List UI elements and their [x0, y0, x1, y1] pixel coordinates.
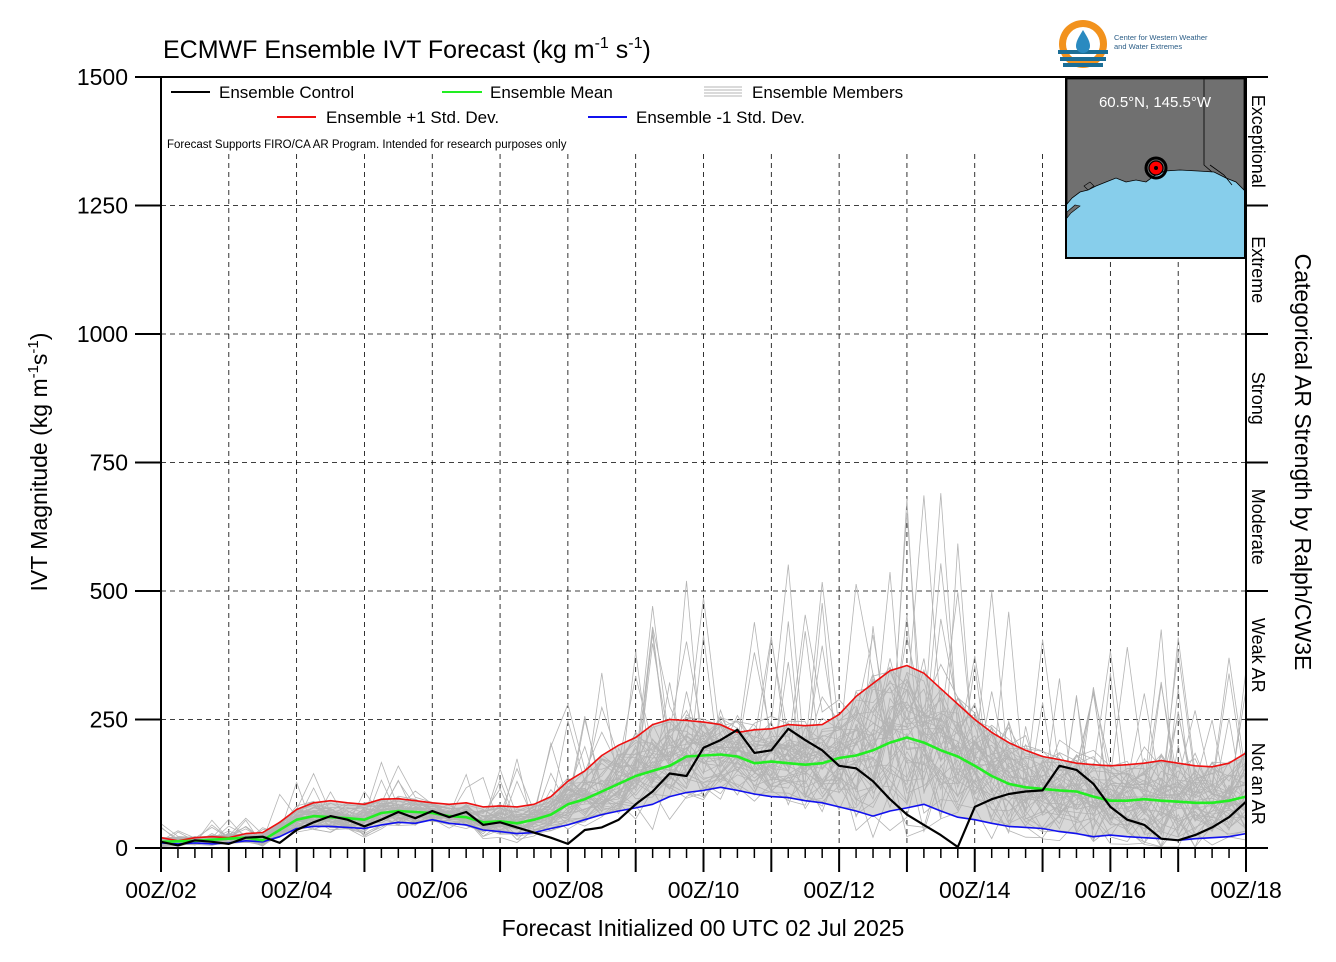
- cw3e-logo: Center for Western Weather and Water Ext…: [1058, 20, 1208, 68]
- y-tick-label: 1500: [77, 64, 128, 90]
- legend-swatch-members: [704, 86, 742, 97]
- legend-label-members: Ensemble Members: [752, 83, 903, 102]
- y-tick-label: 0: [115, 835, 128, 861]
- y-tick-label: 500: [90, 578, 128, 604]
- ensemble-member-line: [161, 563, 1246, 842]
- y-tick-label: 1000: [77, 321, 128, 347]
- svg-text:Center for Western Weather: Center for Western Weather: [1114, 33, 1208, 42]
- y-axis-label: IVT Magnitude (kg m-1s-1): [25, 333, 52, 592]
- category-label: Moderate: [1248, 489, 1268, 565]
- x-tick-label: 00Z/16: [1075, 877, 1147, 903]
- location-marker: [1144, 156, 1168, 180]
- ensemble-member-line: [161, 493, 1246, 842]
- x-axis-label: Forecast Initialized 00 UTC 02 Jul 2025: [502, 915, 905, 941]
- x-tick-label: 00Z/18: [1210, 877, 1282, 903]
- right-axis-label: Categorical AR Strength by Ralph/CW3E: [1290, 254, 1316, 671]
- category-label: Exceptional: [1248, 95, 1268, 188]
- legend-label-mean: Ensemble Mean: [490, 83, 613, 102]
- ensemble-member-line: [161, 682, 1246, 841]
- x-tick-label: 00Z/06: [396, 877, 468, 903]
- minus-std-line: [161, 786, 1246, 845]
- svg-text:and Water Extremes: and Water Extremes: [1114, 42, 1182, 51]
- inset-location-label: 60.5°N, 145.5°W: [1099, 94, 1212, 111]
- category-label: Extreme: [1248, 236, 1268, 303]
- y-axis: 0 250 500 750 1000 1250 1500: [77, 64, 161, 861]
- category-label: Not an AR: [1248, 743, 1268, 825]
- inset-map: 60.5°N, 145.5°W: [1065, 77, 1246, 259]
- ensemble-member-line: [161, 634, 1246, 847]
- y-tick-label: 250: [90, 707, 128, 733]
- chart-title: ECMWF Ensemble IVT Forecast (kg m-1 s-1): [163, 35, 651, 64]
- x-axis: 00Z/02 00Z/04 00Z/06 00Z/08 00Z/10 00Z/12 00Z/…: [125, 848, 1282, 903]
- legend-label-minus: Ensemble -1 Std. Dev.: [636, 108, 805, 127]
- y-tick-label: 1250: [77, 193, 128, 219]
- inset-land: [1066, 78, 1245, 206]
- x-tick-label: 00Z/10: [668, 877, 740, 903]
- ensemble-member-line: [161, 512, 1246, 846]
- y-tick-label: 750: [90, 450, 128, 476]
- x-tick-label: 00Z/14: [939, 877, 1011, 903]
- category-label: Weak AR: [1248, 618, 1268, 693]
- ensemble-member-line: [161, 662, 1246, 847]
- legend: Ensemble Control Ensemble Mean Ensemble …: [162, 78, 982, 151]
- legend-label-plus: Ensemble +1 Std. Dev.: [326, 108, 499, 127]
- x-tick-label: 00Z/12: [803, 877, 875, 903]
- x-tick-label: 00Z/08: [532, 877, 604, 903]
- category-label: Strong: [1248, 372, 1268, 425]
- ensemble-member-line: [161, 606, 1246, 844]
- series-lines: [161, 664, 1246, 848]
- plus-std-line: [161, 664, 1246, 842]
- x-tick-label: 00Z/02: [125, 877, 197, 903]
- x-tick-label: 00Z/04: [261, 877, 333, 903]
- legend-label-control: Ensemble Control: [219, 83, 354, 102]
- ensemble-control-line: [161, 727, 1246, 848]
- category-axis: Not an AR Weak AR Moderate Strong Extreme Exc…: [1246, 76, 1268, 849]
- research-note: Forecast Supports FIRO/CA AR Program. In…: [167, 139, 567, 151]
- ensemble-mean-line: [161, 736, 1246, 844]
- ensemble-member-line: [161, 658, 1246, 845]
